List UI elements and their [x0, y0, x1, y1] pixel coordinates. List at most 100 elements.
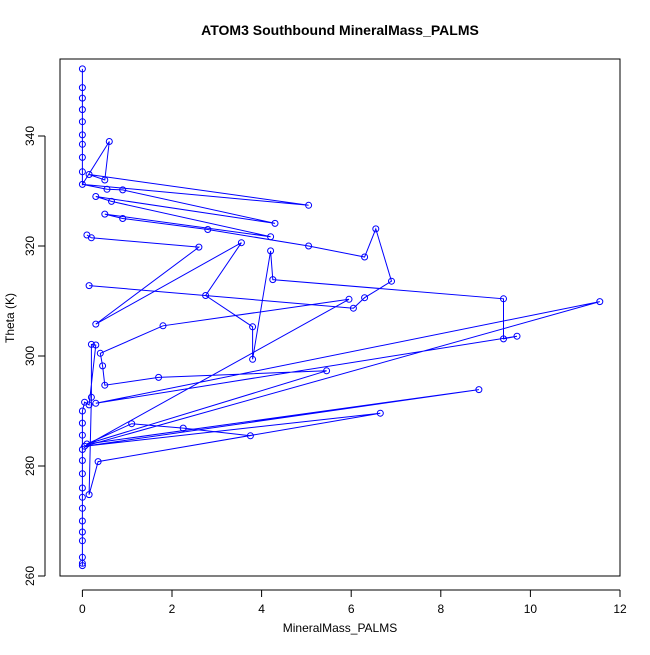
data-point [85, 491, 93, 499]
data-point [249, 323, 257, 331]
series-line [86, 234, 201, 325]
data-point [267, 233, 275, 241]
data-point [92, 341, 100, 349]
data-point [349, 304, 357, 312]
data-point [78, 484, 86, 492]
data-point [361, 253, 369, 261]
data-point [204, 226, 212, 233]
data-point [78, 180, 86, 188]
data-point [105, 138, 113, 145]
data-point [92, 320, 100, 328]
data-point [78, 118, 86, 126]
data-point [500, 295, 507, 303]
data-point [246, 432, 254, 440]
axes-group: 0 2 4 6 8 10 12 260 280 300 320 340 [23, 126, 627, 616]
chart-title: ATOM3 Southbound MineralMass_PALMS [201, 22, 479, 38]
data-point [78, 504, 86, 512]
data-point [78, 84, 86, 92]
data-point [81, 398, 89, 406]
data-point [513, 332, 521, 340]
data-point [202, 292, 210, 299]
data-point [305, 201, 313, 209]
data-point [376, 409, 384, 417]
data-point [85, 282, 93, 290]
data-point [128, 420, 136, 428]
series-line [81, 343, 479, 566]
data-point [155, 373, 163, 381]
x-tick-label: 0 [79, 602, 86, 616]
data-point [108, 197, 115, 205]
data-point [78, 419, 86, 427]
data-point [78, 431, 86, 439]
data-point [179, 424, 187, 432]
data-point [195, 243, 203, 251]
data-point [237, 239, 245, 247]
data-point [83, 440, 91, 448]
data-point [78, 537, 86, 545]
data-point [323, 367, 331, 375]
data-point [92, 399, 100, 407]
y-tick-label: 260 [23, 566, 37, 586]
data-point [500, 335, 507, 343]
data-point [87, 234, 95, 242]
data-point [269, 276, 277, 284]
data-point [78, 407, 86, 415]
data-point [103, 185, 111, 193]
x-tick-label: 10 [524, 602, 538, 616]
x-tick-label: 2 [169, 602, 176, 616]
data-point [78, 140, 86, 148]
x-tick-label: 12 [613, 602, 627, 616]
data-point [119, 186, 127, 194]
data-point [101, 176, 109, 184]
data-point [361, 294, 369, 302]
data-point [78, 457, 86, 464]
data-point [78, 493, 86, 501]
data-point [78, 528, 86, 536]
data-point [78, 517, 86, 525]
data-point [305, 242, 313, 250]
x-tick-label: 8 [437, 602, 444, 616]
series-line [84, 242, 600, 447]
y-tick-label: 320 [23, 236, 37, 256]
data-point [78, 94, 86, 102]
data-point [96, 349, 104, 357]
data-point [78, 470, 86, 478]
data-point [101, 381, 109, 389]
series-line [81, 68, 393, 309]
data-point [119, 215, 127, 222]
data-point [345, 295, 353, 303]
x-axis-label: MineralMass_PALMS [283, 621, 397, 635]
data-point [78, 446, 86, 453]
data-point [159, 322, 167, 330]
data-point [85, 171, 93, 178]
data-point [372, 225, 380, 233]
data-point [267, 247, 275, 255]
data-point [475, 386, 483, 394]
data-point [101, 210, 109, 218]
x-tick-label: 4 [258, 602, 265, 616]
data-point [99, 362, 107, 370]
data-point [249, 355, 257, 363]
y-tick-label: 300 [23, 346, 37, 366]
data-point [87, 340, 95, 348]
plot-area-frame [59, 58, 621, 577]
series-points [78, 65, 604, 570]
data-point [78, 106, 86, 114]
data-point [78, 559, 86, 567]
data-point [87, 393, 95, 401]
x-tick-label: 6 [348, 602, 355, 616]
y-tick-label: 340 [23, 126, 37, 146]
data-point [78, 65, 86, 73]
data-point [78, 153, 86, 161]
y-tick-label: 280 [23, 456, 37, 476]
data-point [78, 562, 86, 570]
y-axis-label: Theta (K) [3, 293, 17, 343]
data-point [596, 298, 604, 306]
data-point [78, 131, 86, 139]
data-point [92, 193, 100, 200]
data-point [271, 219, 279, 227]
data-point [388, 277, 395, 285]
data-point [78, 168, 86, 176]
